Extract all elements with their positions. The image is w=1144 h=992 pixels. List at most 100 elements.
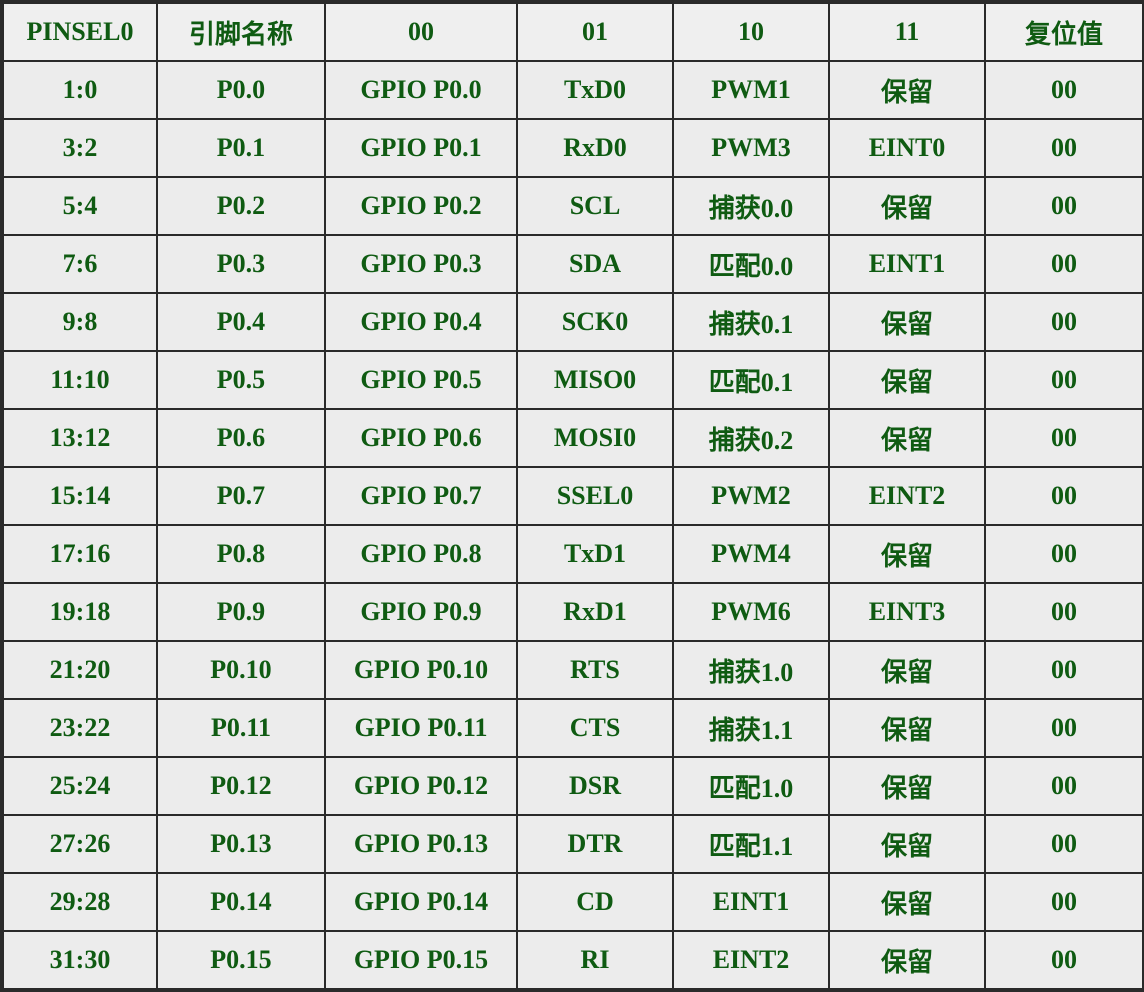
cell-bits: 5:4 xyxy=(2,176,158,236)
cell-pin-name: P0.2 xyxy=(156,176,326,236)
cell-function-00: GPIO P0.12 xyxy=(324,756,518,816)
cell-pin-name: P0.12 xyxy=(156,756,326,816)
table-row: 23:22 P0.11 GPIO P0.11 CTS 捕获1.1 保留 00 xyxy=(2,698,1144,758)
cell-function-11: EINT2 xyxy=(828,466,986,526)
cell-pin-name: P0.3 xyxy=(156,234,326,294)
table-row: 13:12 P0.6 GPIO P0.6 MOSI0 捕获0.2 保留 00 xyxy=(2,408,1144,468)
cell-function-10: 捕获0.1 xyxy=(672,292,830,352)
cell-function-11: EINT1 xyxy=(828,234,986,294)
cell-function-11: 保留 xyxy=(828,756,986,816)
cell-pin-name: P0.14 xyxy=(156,872,326,932)
table-row: 11:10 P0.5 GPIO P0.5 MISO0 匹配0.1 保留 00 xyxy=(2,350,1144,410)
cell-function-00: GPIO P0.8 xyxy=(324,524,518,584)
cell-function-11: EINT0 xyxy=(828,118,986,178)
cell-function-10: EINT1 xyxy=(672,872,830,932)
cell-function-01: DSR xyxy=(516,756,674,816)
cell-function-01: SCK0 xyxy=(516,292,674,352)
cell-function-00: GPIO P0.1 xyxy=(324,118,518,178)
cell-reset-value: 00 xyxy=(984,176,1144,236)
table-row: 9:8 P0.4 GPIO P0.4 SCK0 捕获0.1 保留 00 xyxy=(2,292,1144,352)
cell-bits: 9:8 xyxy=(2,292,158,352)
header-option-11: 11 xyxy=(828,2,986,62)
cell-function-00: GPIO P0.2 xyxy=(324,176,518,236)
cell-function-11: 保留 xyxy=(828,176,986,236)
cell-function-10: 捕获0.0 xyxy=(672,176,830,236)
cell-function-00: GPIO P0.0 xyxy=(324,60,518,120)
table-row: 19:18 P0.9 GPIO P0.9 RxD1 PWM6 EINT3 00 xyxy=(2,582,1144,642)
table-row: 21:20 P0.10 GPIO P0.10 RTS 捕获1.0 保留 00 xyxy=(2,640,1144,700)
cell-function-10: 捕获0.2 xyxy=(672,408,830,468)
cell-function-01: TxD1 xyxy=(516,524,674,584)
cell-reset-value: 00 xyxy=(984,814,1144,874)
cell-function-00: GPIO P0.11 xyxy=(324,698,518,758)
cell-bits: 11:10 xyxy=(2,350,158,410)
cell-function-01: MISO0 xyxy=(516,350,674,410)
cell-function-01: TxD0 xyxy=(516,60,674,120)
cell-function-10: 匹配1.0 xyxy=(672,756,830,816)
cell-bits: 23:22 xyxy=(2,698,158,758)
cell-function-10: 匹配0.1 xyxy=(672,350,830,410)
cell-reset-value: 00 xyxy=(984,872,1144,932)
table-row: 7:6 P0.3 GPIO P0.3 SDA 匹配0.0 EINT1 00 xyxy=(2,234,1144,294)
cell-bits: 7:6 xyxy=(2,234,158,294)
cell-function-11: 保留 xyxy=(828,814,986,874)
cell-function-10: 匹配0.0 xyxy=(672,234,830,294)
cell-pin-name: P0.4 xyxy=(156,292,326,352)
cell-function-00: GPIO P0.6 xyxy=(324,408,518,468)
cell-reset-value: 00 xyxy=(984,756,1144,816)
cell-function-10: PWM1 xyxy=(672,60,830,120)
header-pin-name: 引脚名称 xyxy=(156,2,326,62)
cell-reset-value: 00 xyxy=(984,408,1144,468)
cell-function-00: GPIO P0.4 xyxy=(324,292,518,352)
cell-function-00: GPIO P0.3 xyxy=(324,234,518,294)
table-row: 15:14 P0.7 GPIO P0.7 SSEL0 PWM2 EINT2 00 xyxy=(2,466,1144,526)
cell-function-10: PWM3 xyxy=(672,118,830,178)
cell-function-11: 保留 xyxy=(828,640,986,700)
cell-function-00: GPIO P0.9 xyxy=(324,582,518,642)
cell-reset-value: 00 xyxy=(984,640,1144,700)
cell-function-00: GPIO P0.14 xyxy=(324,872,518,932)
table-row: 31:30 P0.15 GPIO P0.15 RI EINT2 保留 00 xyxy=(2,930,1144,990)
cell-pin-name: P0.10 xyxy=(156,640,326,700)
cell-reset-value: 00 xyxy=(984,582,1144,642)
cell-bits: 17:16 xyxy=(2,524,158,584)
header-register: PINSEL0 xyxy=(2,2,158,62)
cell-function-01: SDA xyxy=(516,234,674,294)
cell-bits: 21:20 xyxy=(2,640,158,700)
cell-reset-value: 00 xyxy=(984,118,1144,178)
header-option-01: 01 xyxy=(516,2,674,62)
cell-function-01: CD xyxy=(516,872,674,932)
cell-reset-value: 00 xyxy=(984,930,1144,990)
cell-function-11: 保留 xyxy=(828,292,986,352)
cell-bits: 13:12 xyxy=(2,408,158,468)
cell-function-00: GPIO P0.7 xyxy=(324,466,518,526)
cell-reset-value: 00 xyxy=(984,292,1144,352)
cell-function-10: 捕获1.0 xyxy=(672,640,830,700)
table-row: 25:24 P0.12 GPIO P0.12 DSR 匹配1.0 保留 00 xyxy=(2,756,1144,816)
table-row: 17:16 P0.8 GPIO P0.8 TxD1 PWM4 保留 00 xyxy=(2,524,1144,584)
cell-pin-name: P0.1 xyxy=(156,118,326,178)
cell-function-11: 保留 xyxy=(828,698,986,758)
cell-function-01: MOSI0 xyxy=(516,408,674,468)
cell-pin-name: P0.6 xyxy=(156,408,326,468)
cell-reset-value: 00 xyxy=(984,698,1144,758)
cell-function-00: GPIO P0.15 xyxy=(324,930,518,990)
cell-bits: 1:0 xyxy=(2,60,158,120)
header-row: PINSEL0 引脚名称 00 01 10 11 复位值 xyxy=(2,2,1144,62)
cell-bits: 31:30 xyxy=(2,930,158,990)
cell-function-10: PWM2 xyxy=(672,466,830,526)
cell-function-01: RI xyxy=(516,930,674,990)
cell-function-10: 匹配1.1 xyxy=(672,814,830,874)
cell-function-11: 保留 xyxy=(828,524,986,584)
table-row: 5:4 P0.2 GPIO P0.2 SCL 捕获0.0 保留 00 xyxy=(2,176,1144,236)
table-row: 29:28 P0.14 GPIO P0.14 CD EINT1 保留 00 xyxy=(2,872,1144,932)
cell-pin-name: P0.7 xyxy=(156,466,326,526)
cell-function-01: RxD1 xyxy=(516,582,674,642)
cell-function-01: RxD0 xyxy=(516,118,674,178)
cell-function-01: DTR xyxy=(516,814,674,874)
cell-pin-name: P0.5 xyxy=(156,350,326,410)
table-row: 1:0 P0.0 GPIO P0.0 TxD0 PWM1 保留 00 xyxy=(2,60,1144,120)
table-row: 3:2 P0.1 GPIO P0.1 RxD0 PWM3 EINT0 00 xyxy=(2,118,1144,178)
cell-function-11: 保留 xyxy=(828,350,986,410)
